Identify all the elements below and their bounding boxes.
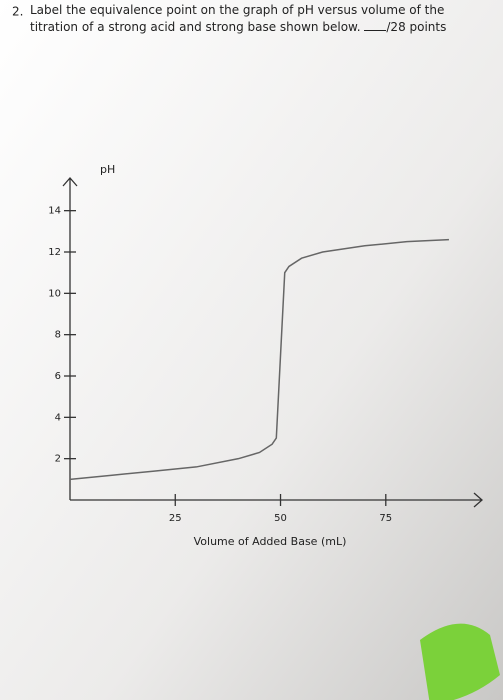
x-axis-label: Volume of Added Base (mL)	[194, 535, 347, 548]
y-tick-label: 2	[55, 454, 61, 465]
question-number: 2.	[12, 5, 23, 19]
points: /28 points	[386, 20, 447, 34]
question: Label the equivalence point on the graph…	[30, 2, 495, 36]
y-tick-label: 10	[48, 288, 61, 299]
titration-curve	[69, 238, 449, 481]
chart: pH Volume of Added Base (mL) 2 4 6 8 10 12 14 25 5…	[48, 163, 483, 548]
y-tick-label: 12	[48, 247, 61, 258]
question-text: Label the equivalence point on the graph…	[30, 3, 445, 34]
blank	[364, 30, 387, 31]
x-tick-label: 75	[379, 513, 392, 524]
y-tick-label: 4	[55, 412, 61, 423]
y-axis	[62, 177, 78, 500]
y-tick-label: 8	[55, 330, 61, 341]
x-tick-label: 50	[274, 513, 287, 524]
question-box: Label the equivalence point on the graph…	[30, 2, 495, 36]
green-object	[420, 623, 500, 700]
x-axis	[70, 492, 483, 508]
x-tick-label: 25	[169, 513, 182, 524]
y-tick-label: 6	[55, 371, 61, 382]
y-tick-label: 14	[48, 206, 61, 217]
y-axis-label: pH	[100, 163, 115, 176]
